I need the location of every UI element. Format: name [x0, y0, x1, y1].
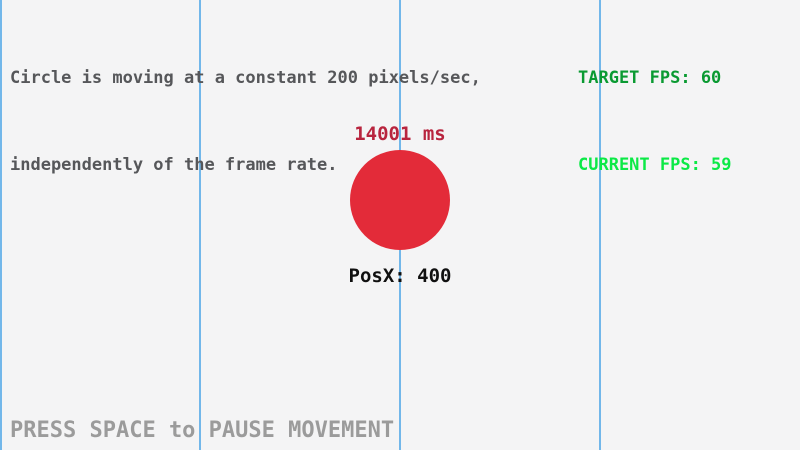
fps-counters: TARGET FPS: 60 CURRENT FPS: 59 [578, 6, 732, 238]
moving-circle [350, 150, 450, 250]
gridline [199, 0, 201, 450]
circle-position-label: PosX: 400 [348, 265, 452, 287]
target-fps-label: TARGET FPS: 60 [578, 68, 722, 88]
elapsed-time-label: 14001 ms [354, 123, 446, 145]
gridline [0, 0, 2, 450]
info-line-2: independently of the frame rate. [10, 155, 338, 175]
pause-hint-label: PRESS SPACE to PAUSE MOVEMENT [10, 418, 395, 443]
current-fps-label: CURRENT FPS: 59 [578, 155, 732, 175]
gridline [599, 0, 601, 450]
info-line-1: Circle is moving at a constant 200 pixel… [10, 68, 481, 88]
info-text: Circle is moving at a constant 200 pixel… [10, 6, 481, 238]
